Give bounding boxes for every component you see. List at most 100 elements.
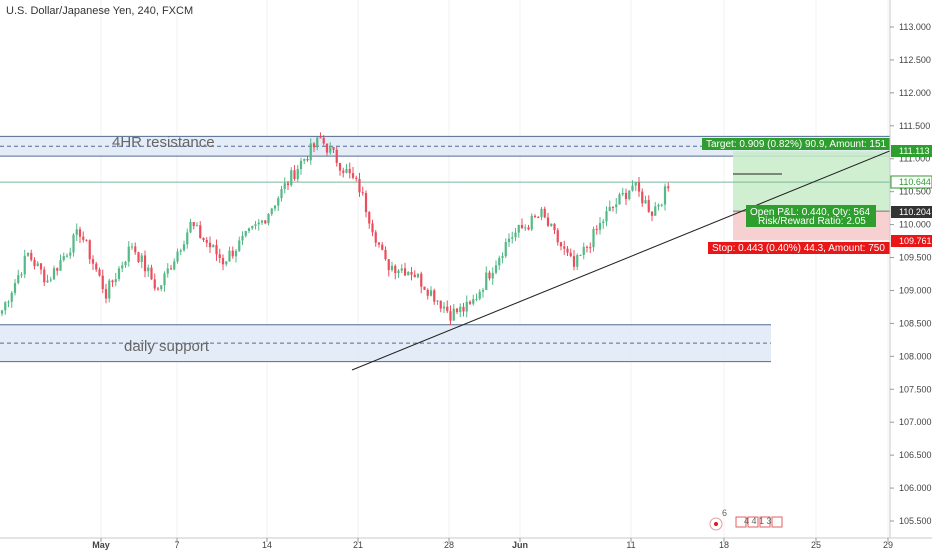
candle-body [277, 198, 280, 206]
y-tick-label: 105.500 [899, 516, 932, 526]
candle-body [611, 206, 615, 208]
candle-body [215, 245, 218, 255]
candle-body [273, 205, 277, 209]
y-tick-label: 108.000 [899, 351, 932, 361]
candle-body [69, 252, 72, 256]
candle-body [199, 225, 202, 239]
candle-body [504, 242, 507, 257]
y-tick-label: 110.000 [899, 220, 931, 230]
candle-body [182, 244, 186, 251]
candle-body [615, 204, 618, 208]
candle-body [465, 301, 468, 312]
candle-body [59, 259, 62, 271]
candle-body [361, 192, 364, 194]
indicator-counts: 4 4 1 3 [744, 516, 772, 526]
candle-body [46, 280, 49, 283]
candle-body [20, 274, 23, 276]
candle-body [202, 238, 205, 240]
badge-icon [735, 516, 747, 528]
events-indicator[interactable]: 6 [709, 508, 727, 531]
y-tick-label: 112.000 [899, 88, 931, 98]
candle-body [452, 308, 455, 321]
candle-body [644, 200, 647, 204]
candle-body [511, 237, 514, 239]
candle-body [605, 211, 608, 222]
candle-body [78, 229, 82, 237]
candle-body [507, 238, 511, 243]
candle-body [364, 193, 368, 213]
price-scale[interactable]: 113.000 112.500 112.000 111.500 111.000 110.5… [889, 0, 932, 538]
indicator-badges[interactable]: 4 4 1 3 [735, 516, 783, 528]
candle-body [39, 263, 43, 270]
candle-body [514, 232, 517, 238]
candle-body [254, 224, 257, 226]
stop-price-tag-text: 109.761 [899, 236, 932, 246]
candle-body [241, 235, 244, 241]
candle-body [111, 280, 114, 283]
candle-body [325, 143, 329, 153]
candle-body [481, 290, 485, 292]
last-price-tag-text: 110.204 [899, 207, 931, 217]
candle-body [117, 268, 121, 280]
candle-body [114, 279, 117, 283]
symbol-title: U.S. Dollar/Japanese Yen, 240, FXCM [6, 5, 193, 17]
y-tick-label: 106.500 [899, 450, 932, 460]
candle-body [329, 147, 332, 153]
candle-body [413, 274, 416, 278]
candle-body [130, 246, 134, 248]
candle-body [169, 268, 173, 270]
candle-body [7, 301, 10, 303]
candle-body [628, 190, 631, 199]
risk-reward-label: Risk/Reward Ratio: 2.05 [758, 216, 866, 227]
candle-body [283, 183, 286, 189]
candle-body [582, 246, 585, 255]
candle-body [251, 225, 254, 229]
candle-body [75, 229, 78, 235]
vertical-grid [100, 0, 889, 538]
candle-body [550, 223, 553, 226]
candle-body [374, 232, 377, 243]
candle-body [351, 173, 355, 178]
open-pnl-box[interactable]: Open P&L: 0.440, Qty: 564 Risk/Reward Ra… [746, 205, 876, 227]
candle-body [608, 206, 611, 212]
candle-body [121, 265, 124, 269]
stop-label-bg [708, 242, 890, 254]
candle-body [17, 275, 20, 284]
target-label-box[interactable]: Target: 0.909 (0.82%) 90.9, Amount: 151 [702, 138, 890, 150]
candle-body [33, 259, 36, 267]
candle-body [208, 242, 212, 248]
plot-area[interactable] [0, 0, 890, 538]
trendline[interactable] [351, 150, 891, 371]
y-tick-label: 110.500 [899, 187, 931, 197]
x-tick-label: 21 [353, 540, 363, 550]
y-tick-label: 113.000 [899, 22, 931, 32]
resistance-label: 4HR resistance [112, 134, 215, 151]
event-dot-icon [714, 522, 718, 526]
badge-icon [747, 516, 759, 528]
events-count: 6 [722, 508, 727, 518]
target-price-tag-text: 111.113 [899, 146, 930, 156]
candle-body [657, 204, 660, 207]
candle-body [345, 168, 348, 173]
candle-body [494, 265, 498, 273]
candle-body [0, 310, 4, 314]
candle-body [186, 232, 189, 245]
candle-body [572, 256, 576, 267]
candle-body [410, 271, 413, 275]
candle-body [488, 272, 491, 279]
candle-body [4, 302, 7, 311]
candle-body [179, 250, 182, 252]
time-scale[interactable]: May 7 14 21 28 Jun 11 18 25 29 [0, 537, 932, 550]
candle-body [543, 208, 546, 218]
candle-body [403, 268, 407, 276]
candle-body [397, 270, 400, 274]
candle-body [449, 311, 452, 321]
x-tick-label: 11 [626, 540, 635, 550]
stop-label-box[interactable]: Stop: 0.443 (0.40%) 44.3, Amount: 750 [708, 242, 890, 254]
candle-body [468, 301, 472, 304]
candle-body [472, 299, 475, 304]
candle-body [23, 255, 26, 275]
x-tick-label: 29 [883, 540, 893, 550]
